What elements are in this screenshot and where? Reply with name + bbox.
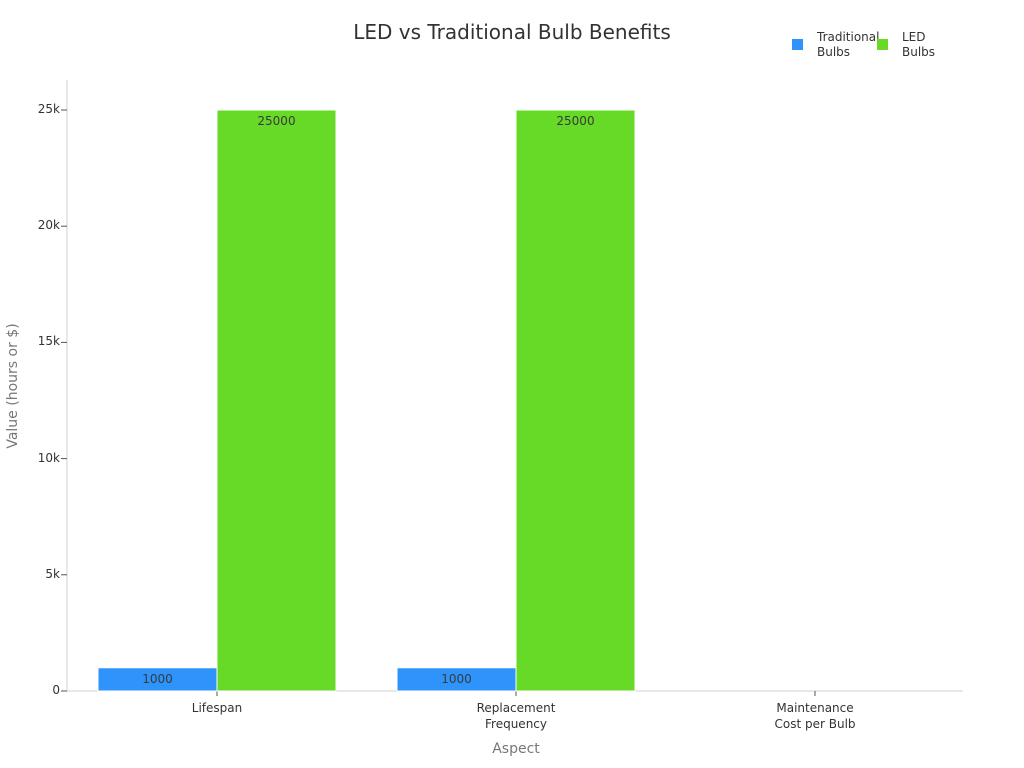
bar-value-label: 1000 bbox=[142, 672, 173, 686]
legend-label-led: LED Bulbs bbox=[902, 30, 936, 59]
bar-led[interactable] bbox=[515, 109, 636, 692]
y-tick-label: 15k bbox=[37, 334, 60, 349]
x-tick-label: Lifespan bbox=[191, 701, 243, 715]
y-tick-label: 25k bbox=[37, 102, 60, 116]
legend-label-traditional: Traditional Bulbs bbox=[817, 30, 880, 59]
bar-value-label: 1000 bbox=[441, 672, 472, 686]
bar-value-label: 25000 bbox=[556, 114, 594, 128]
chart-title: LED vs Traditional Bulb Benefits bbox=[353, 20, 671, 44]
legend-swatch-led bbox=[877, 39, 888, 50]
legend: Traditional Bulbs LED Bulbs bbox=[792, 30, 968, 60]
y-tick-label: 10k bbox=[37, 450, 60, 465]
bar-led[interactable] bbox=[216, 109, 337, 692]
legend-item-led[interactable]: LED Bulbs bbox=[877, 30, 968, 60]
x-tick-label: Maintenance Cost per Bulb bbox=[774, 701, 856, 731]
bar-value-label: 25000 bbox=[257, 114, 295, 128]
x-axis-label: Aspect bbox=[492, 741, 540, 757]
y-tick-label: 0 bbox=[52, 683, 60, 697]
y-tick-label: 5k bbox=[45, 566, 60, 581]
legend-item-traditional[interactable]: Traditional Bulbs bbox=[792, 30, 883, 60]
y-axis-label: Value (hours or $) bbox=[5, 323, 21, 449]
x-tick-label: Replacement Frequency bbox=[476, 701, 556, 731]
legend-swatch-traditional bbox=[792, 39, 803, 50]
y-tick-label: 20k bbox=[37, 218, 60, 233]
